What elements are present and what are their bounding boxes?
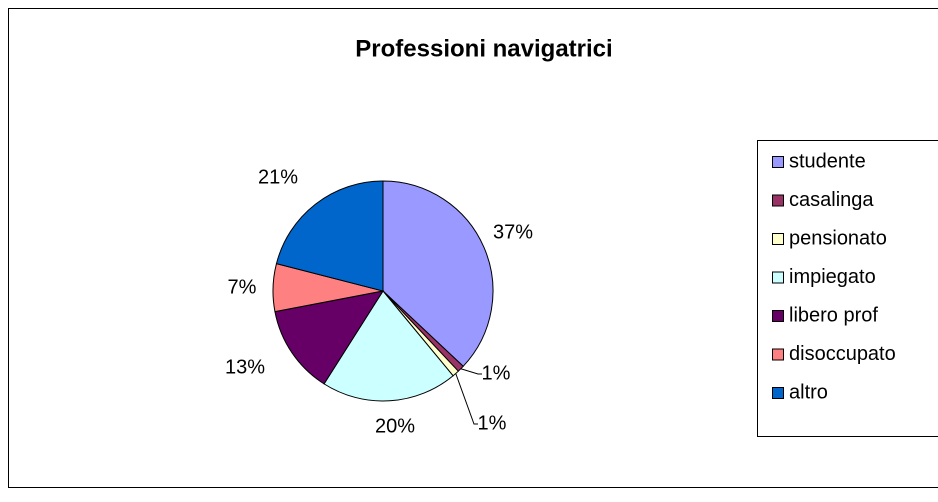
data-label: 20% [375, 415, 415, 437]
legend-label: libero prof [789, 304, 878, 326]
legend-swatch [773, 195, 784, 206]
legend-label: casalinga [789, 189, 874, 211]
legend-swatch [773, 234, 784, 245]
legend-label: altro [789, 381, 828, 403]
legend-box [758, 141, 938, 437]
data-label: 21% [258, 166, 298, 188]
data-label: 37% [493, 221, 533, 243]
legend-swatch [773, 311, 784, 322]
chart-title: Professioni navigatrici [355, 35, 612, 62]
legend-swatch [773, 349, 784, 360]
data-label: 1% [482, 362, 511, 384]
legend-label: pensionato [789, 227, 887, 249]
legend-label: impiegato [789, 266, 876, 288]
legend-swatch [773, 272, 784, 283]
legend-label: disoccupato [789, 343, 896, 365]
legend-swatch [773, 157, 784, 168]
data-label: 7% [228, 276, 257, 298]
data-label: 1% [478, 412, 507, 434]
legend-swatch [773, 388, 784, 399]
legend-label: studente [789, 150, 866, 172]
data-label: 13% [225, 356, 265, 378]
